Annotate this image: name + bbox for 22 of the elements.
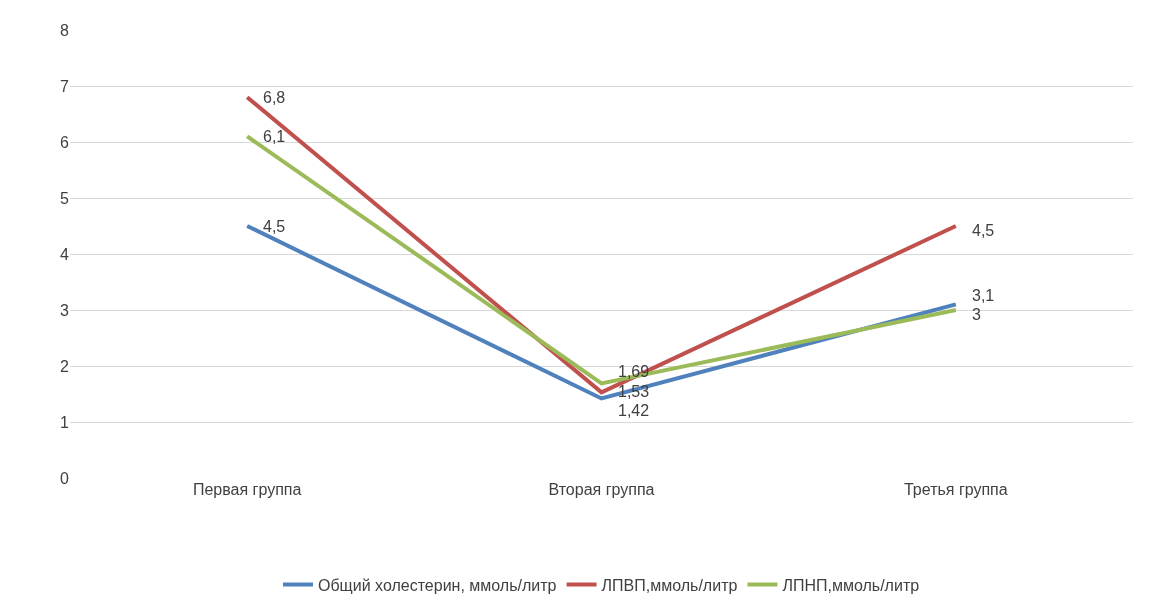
data-label: 6,8 xyxy=(263,89,286,106)
data-label: 1,42 xyxy=(618,402,650,419)
data-label: 4,5 xyxy=(972,222,995,239)
x-tick-label: Первая группа xyxy=(192,481,302,498)
y-tick-label: 3 xyxy=(60,301,70,319)
y-tick-label: 8 xyxy=(60,21,70,39)
data-label: 6,1 xyxy=(263,128,286,145)
x-tick-label: Третья группа xyxy=(903,481,1008,498)
y-tick-label: 4 xyxy=(60,245,70,263)
y-tick-label: 6 xyxy=(60,133,70,151)
legend-label: Общий холестерин, ммоль/литр xyxy=(318,576,557,594)
y-tick-label: 1 xyxy=(60,413,70,431)
x-tick-label: Вторая группа xyxy=(548,481,655,498)
y-tick-label: 2 xyxy=(60,357,70,375)
data-label: 4,5 xyxy=(263,218,286,235)
y-tick-label: 5 xyxy=(60,189,70,207)
legend-label: ЛПНП,ммоль/литр xyxy=(782,576,920,594)
data-label: 3 xyxy=(972,306,981,323)
y-tick-label: 0 xyxy=(60,469,70,487)
data-label: 3,1 xyxy=(972,287,995,304)
y-tick-label: 7 xyxy=(60,77,70,95)
legend-label: ЛПВП,ммоль/литр xyxy=(601,576,738,594)
